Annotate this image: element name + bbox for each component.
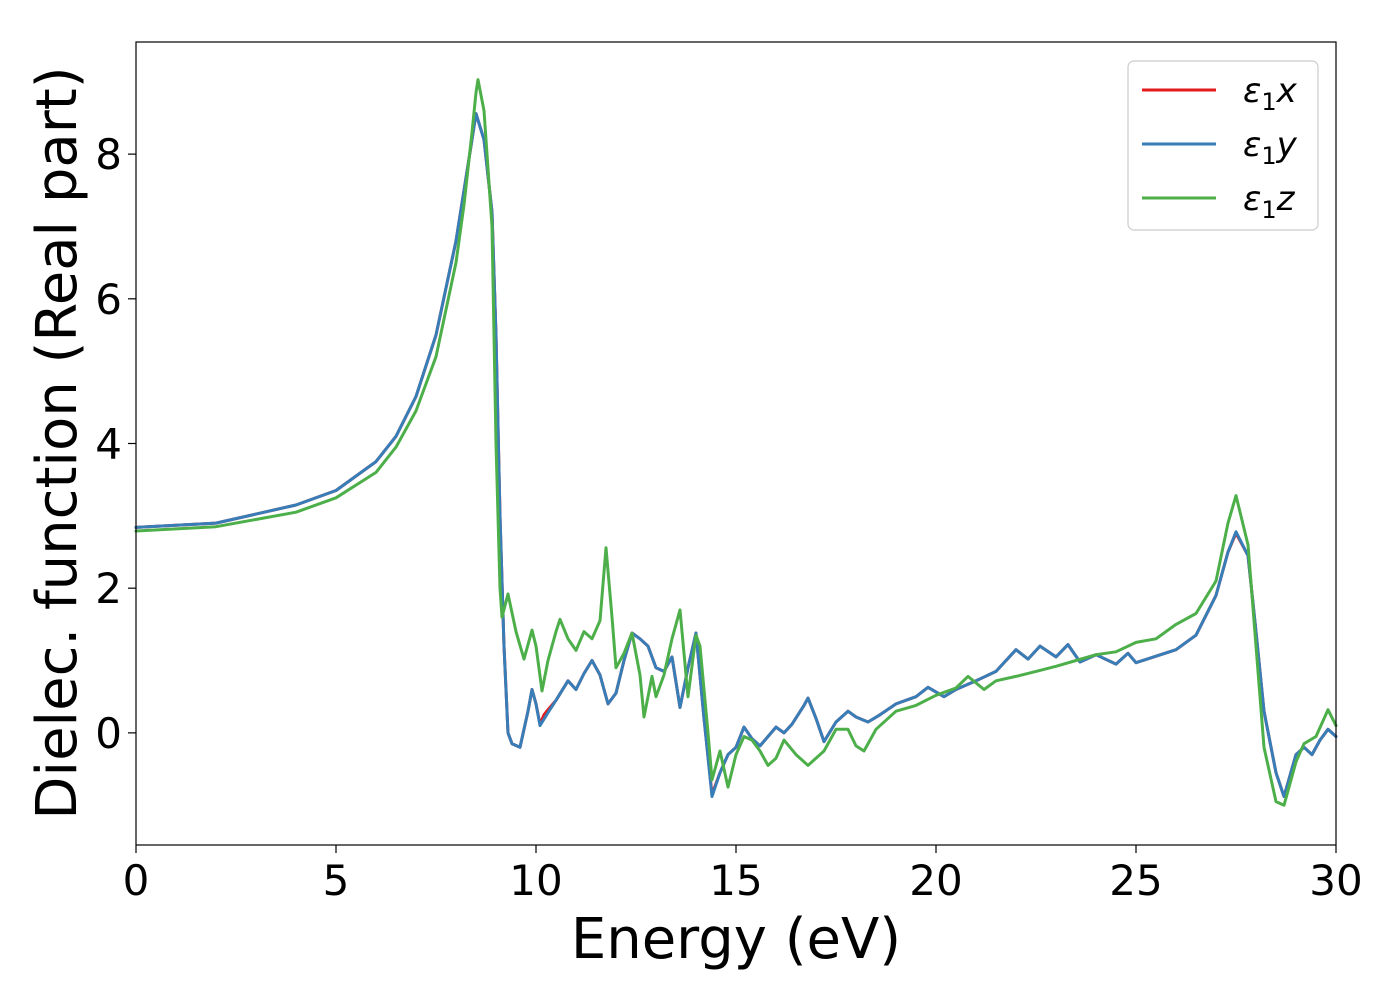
x-tick-label: 20 (909, 856, 962, 905)
y-axis: 0 2 4 6 8 (95, 130, 136, 758)
series-layer (134, 78, 1338, 807)
y-axis-title: Dielec. function (Real part) (25, 66, 90, 819)
legend-component: y (1276, 125, 1298, 165)
y-tick-label: 8 (95, 130, 122, 179)
legend-label-2: ε1y (1243, 125, 1298, 170)
legend-subscript: 1 (1261, 196, 1276, 224)
x-tick-label: 0 (123, 856, 150, 905)
y-tick-label: 6 (95, 275, 122, 324)
legend-box (1127, 60, 1319, 231)
legend-component: x (1276, 71, 1298, 111)
x-tick-label: 10 (509, 856, 562, 905)
legend-symbol: ε (1243, 125, 1261, 165)
legend-label-1: ε1x (1243, 71, 1298, 116)
legend-subscript: 1 (1261, 142, 1276, 170)
x-axis-title: Energy (eV) (571, 907, 901, 972)
legend-symbol: ε (1243, 71, 1261, 111)
x-tick-label: 25 (1109, 856, 1162, 905)
x-tick-label: 5 (323, 856, 350, 905)
y-tick-label: 4 (95, 420, 122, 469)
y-tick-label: 0 (95, 709, 122, 758)
legend-subscript: 1 (1261, 88, 1276, 116)
x-axis: 0 5 10 15 20 25 30 (123, 845, 1363, 905)
legend-symbol: ε (1243, 179, 1261, 219)
legend-component: z (1276, 179, 1296, 219)
series-line-2 (134, 112, 1338, 798)
y-tick-label: 2 (95, 564, 122, 613)
x-tick-label: 30 (1309, 856, 1362, 905)
legend-label-3: ε1z (1243, 179, 1296, 224)
x-tick-label: 15 (709, 856, 762, 905)
series-line-3 (134, 78, 1338, 807)
